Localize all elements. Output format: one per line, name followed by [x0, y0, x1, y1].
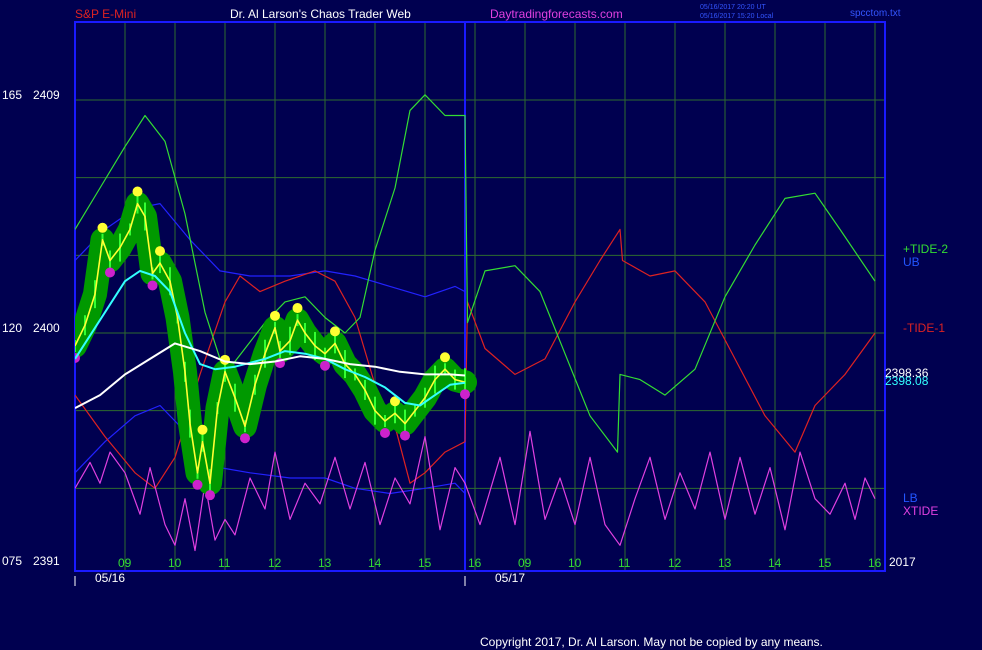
- y-osc-tick-label: 120: [2, 321, 22, 335]
- price-low-dot: [320, 360, 330, 371]
- x-hour-tick-label: 09: [118, 556, 132, 570]
- symbol-title: S&P E-Mini: [75, 7, 136, 21]
- x-hour-tick-label: 11: [618, 556, 631, 570]
- plot-frame: [74, 21, 886, 572]
- legend-right: +TIDE-2 UB -TIDE-1 2398.36 2398.08 LB XT…: [885, 242, 948, 518]
- y-price-tick-label: 2400: [33, 321, 60, 335]
- y-osc-tick-label: 165: [2, 88, 22, 102]
- x-hour-tick-label: 10: [568, 556, 582, 570]
- x-hour-tick-label: 11: [218, 556, 231, 570]
- series-xtide-line: [75, 430, 876, 552]
- timestamp-ut: 05/16/2017 20:20 UT: [700, 4, 766, 11]
- chart-title: Dr. Al Larson's Chaos Trader Web: [230, 7, 411, 21]
- price-high-dot: [390, 396, 400, 407]
- price-low-dot: [240, 433, 250, 444]
- y-axis: 165 2409 120 2400 075 2391: [2, 88, 60, 568]
- x-hour-tick-label: 14: [768, 556, 782, 570]
- price-low-dot: [192, 479, 203, 490]
- series-tide2-line: [75, 94, 876, 453]
- x-hour-tick-label: 16: [868, 556, 882, 570]
- x-hour-tick-label: 14: [368, 556, 382, 570]
- x-date-label: 05/17: [495, 571, 525, 585]
- price-low-dot: [380, 428, 390, 439]
- x-date-label: 05/16: [95, 571, 125, 585]
- x-hour-tick-label: 13: [718, 556, 732, 570]
- copyright-footer: Copyright 2017, Dr. Al Larson. May not b…: [480, 635, 823, 649]
- file-name: spcctom.txt: [850, 8, 901, 19]
- series-cyan-average: [75, 269, 466, 407]
- legend-xtide: XTIDE: [903, 504, 938, 518]
- y-price-tick-label: 2391: [33, 554, 60, 568]
- price-low-dot: [105, 267, 115, 278]
- x-hour-tick-label: 16: [468, 556, 482, 570]
- x-hour-tick-label: 13: [318, 556, 332, 570]
- x-axis: 09 10 11 12 13 14 15 16 09 10 11 12 13 14 15 16: [74, 556, 882, 586]
- price-low-dot: [147, 280, 158, 291]
- legend-tide1: -TIDE-1: [903, 321, 945, 335]
- series-layer: [75, 94, 876, 552]
- legend-tide2: +TIDE-2: [903, 242, 948, 256]
- price-high-dot: [97, 222, 108, 233]
- price-high-dot: [155, 246, 165, 257]
- series-white-average: [75, 342, 466, 409]
- site-link[interactable]: Daytradingforecasts.com: [490, 7, 623, 21]
- value-cyan: 2398.08: [885, 374, 929, 388]
- legend-ub: UB: [903, 255, 920, 269]
- price-low-dot: [460, 389, 470, 400]
- series-lb-line: [75, 404, 466, 495]
- price-high-dot: [197, 424, 208, 435]
- series-tide1-line: [75, 228, 876, 489]
- price-high-dot: [132, 186, 143, 197]
- x-hour-tick-label: 12: [668, 556, 682, 570]
- price-high-dot: [292, 303, 303, 314]
- price-high-dot: [270, 310, 280, 321]
- x-hour-tick-label: 15: [418, 556, 432, 570]
- price-low-dot: [400, 430, 410, 441]
- y-osc-tick-label: 075: [2, 554, 22, 568]
- x-hour-tick-label: 10: [168, 556, 182, 570]
- y-price-tick-label: 2409: [33, 88, 60, 102]
- price-high-dot: [440, 352, 450, 363]
- legend-lb: LB: [903, 491, 918, 505]
- price-halo: [75, 191, 477, 496]
- x-hour-tick-label: 12: [268, 556, 282, 570]
- price-high-dot: [330, 326, 340, 337]
- value-white: 2398.36: [885, 366, 929, 380]
- price-low-dot: [205, 490, 215, 501]
- x-hour-tick-label: 09: [518, 556, 532, 570]
- year-label: 2017: [889, 555, 916, 569]
- x-hour-tick-label: 15: [818, 556, 832, 570]
- timestamp-local: 05/16/2017 15:20 Local: [700, 13, 774, 20]
- series-price-line: [75, 202, 466, 485]
